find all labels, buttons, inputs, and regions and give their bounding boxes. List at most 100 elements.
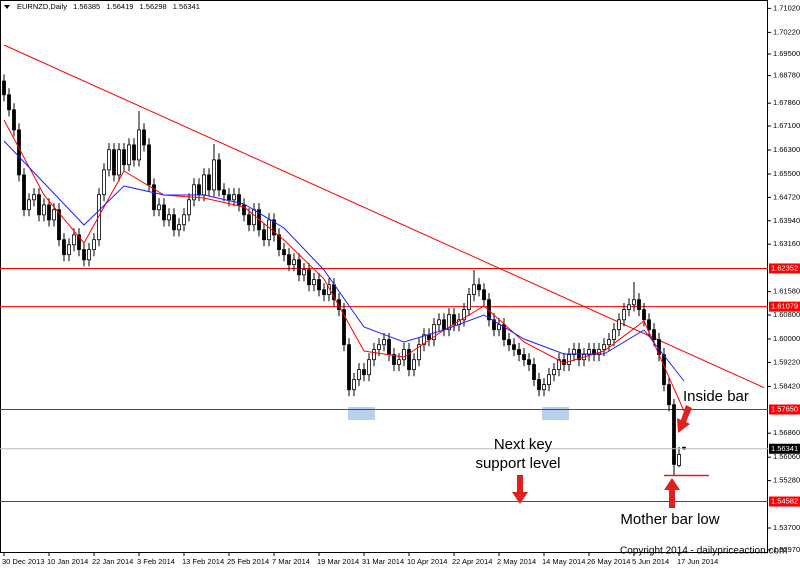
candle-body: [262, 229, 266, 241]
candle-body: [542, 384, 546, 391]
candle-body: [637, 299, 641, 311]
y-tick-label: 1.52970: [773, 545, 800, 554]
x-tick-label: 14 May 2014: [542, 557, 585, 566]
candle-body: [52, 209, 56, 221]
candle-body: [167, 214, 171, 221]
candle-body: [247, 214, 251, 226]
candle-body: [7, 94, 11, 111]
candle-body: [622, 309, 626, 321]
candle-body: [287, 254, 291, 265]
moving-average: [3, 140, 685, 382]
candle-body: [42, 204, 46, 216]
candle-body: [632, 299, 636, 306]
level-label: 1.54582: [771, 497, 798, 506]
candle-body: [32, 194, 36, 201]
candle-body: [577, 349, 581, 361]
candle-body: [672, 404, 676, 465]
y-tick-label: 1.58420: [773, 381, 800, 390]
candle-body: [337, 299, 341, 311]
y-tick-label: 1.63940: [773, 216, 800, 225]
candle-body: [252, 209, 256, 226]
candle-body: [267, 219, 271, 241]
candle-body: [57, 209, 61, 241]
candle-body: [442, 319, 446, 331]
y-tick-label: 1.56860: [773, 428, 800, 437]
candle-body: [472, 284, 476, 296]
candle-body: [422, 334, 426, 346]
candle-body: [127, 144, 131, 166]
bar-close: 1.56341: [173, 2, 200, 11]
candle-body: [347, 344, 351, 391]
candle-body: [137, 129, 141, 161]
candle-body: [642, 309, 646, 321]
x-tick-label: 7 Mar 2014: [272, 557, 310, 566]
y-tick-label: 1.64720: [773, 192, 800, 201]
candle-body: [362, 369, 366, 376]
candle-body: [212, 159, 216, 191]
candle-body: [592, 349, 596, 355]
moving-average: [3, 119, 685, 412]
candle-body: [652, 329, 656, 341]
candle-body: [512, 344, 516, 350]
candle-body: [47, 204, 51, 221]
plot-frame: [0, 0, 768, 553]
header-icon: [4, 5, 10, 9]
candle-body: [152, 184, 156, 211]
y-tick-label: 1.69500: [773, 49, 800, 58]
bar-high: 1.56419: [106, 2, 133, 11]
x-tick-label: 3 Feb 2014: [137, 557, 175, 566]
x-tick-label: 10 Jan 2014: [47, 557, 88, 566]
candle-body: [142, 129, 146, 146]
candle-body: [552, 369, 556, 376]
candle-body: [117, 149, 121, 176]
candle-body: [322, 289, 326, 295]
y-tick-label: 1.66300: [773, 145, 800, 154]
candle-body: [302, 269, 306, 276]
bar-low: 1.56298: [140, 2, 167, 11]
arrow: [512, 475, 528, 504]
candle-body: [357, 369, 361, 380]
candle-body: [107, 149, 111, 171]
candle-body: [182, 214, 186, 226]
candle-body: [87, 249, 91, 261]
x-tick-label: 17 Jun 2014: [677, 557, 718, 566]
candle-body: [22, 174, 26, 211]
candle-body: [342, 309, 346, 346]
candle-body: [497, 324, 501, 331]
candle-body: [647, 319, 651, 331]
candle-body: [67, 244, 71, 256]
inside-bar-label: Inside bar: [683, 388, 749, 405]
candle-body: [197, 184, 201, 196]
candle-body: [382, 339, 386, 346]
level-tag: [769, 496, 800, 507]
x-tick-label: 30 Dec 2013: [2, 557, 45, 566]
y-tick-label: 1.67100: [773, 121, 800, 130]
candle-body: [217, 159, 221, 191]
candle-body: [172, 214, 176, 231]
candle-body: [192, 184, 196, 201]
highlight-box: [542, 407, 569, 420]
x-tick-label: 10 Apr 2014: [407, 557, 447, 566]
y-tick-label: 1.63160: [773, 239, 800, 248]
x-tick-label: 26 May 2014: [587, 557, 630, 566]
y-tick-label: 1.68780: [773, 71, 800, 80]
candle-body: [557, 359, 561, 371]
candle-body: [522, 354, 526, 361]
candle-body: [532, 364, 536, 380]
candle-body: [407, 349, 411, 371]
candle-body: [62, 239, 66, 256]
candle-body: [112, 149, 116, 176]
candle-body: [612, 329, 616, 341]
x-tick-label: 31 Mar 2014: [362, 557, 404, 566]
candle-body: [572, 349, 576, 355]
candle-body: [507, 339, 511, 346]
candle-body: [667, 384, 671, 406]
level-label: 1.61079: [771, 302, 798, 311]
candle-body: [482, 289, 486, 301]
candle-body: [97, 194, 101, 241]
price-tag: [769, 443, 800, 454]
candle-body: [602, 344, 606, 350]
candle-body: [447, 314, 451, 331]
candle-body: [92, 239, 96, 250]
